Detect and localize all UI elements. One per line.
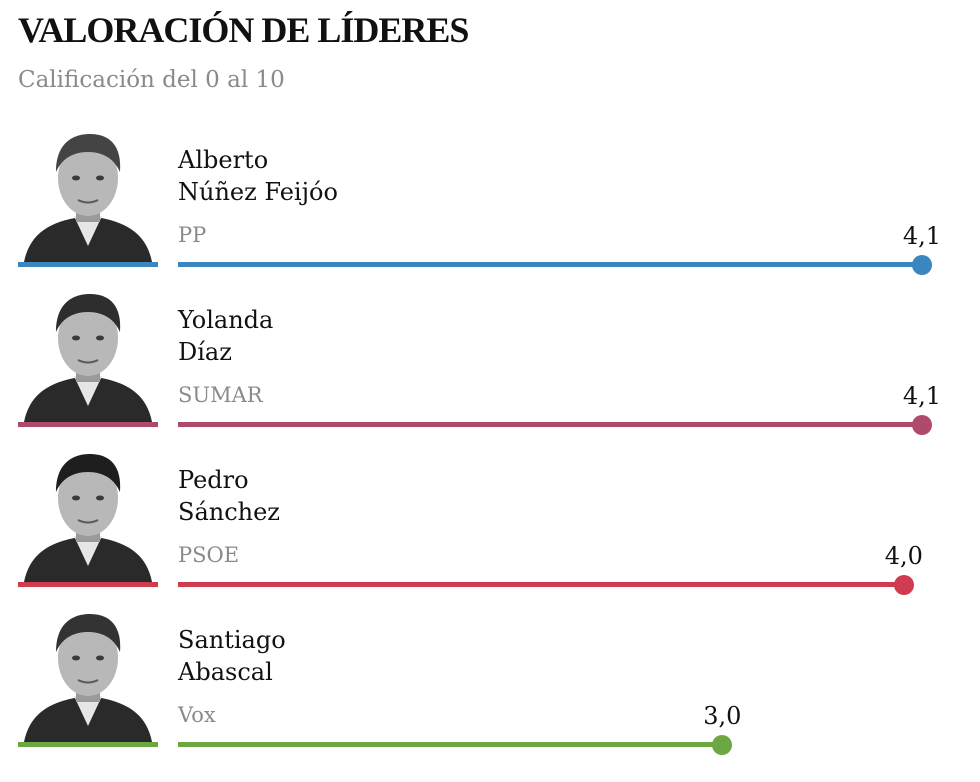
- leader-first-name: Alberto: [178, 146, 269, 174]
- photo-underline: [18, 582, 158, 587]
- party-label: Vox: [178, 703, 216, 727]
- score-bar: [178, 582, 904, 587]
- leader-last-name: Abascal: [178, 658, 273, 686]
- leader-row: Alberto Núñez Feijóo PP 4,1: [0, 124, 980, 284]
- photo-underline: [18, 742, 158, 747]
- leader-name: Santiago Abascal: [178, 624, 286, 688]
- leader-first-name: Santiago: [178, 626, 286, 654]
- score-bar: [178, 742, 723, 747]
- leader-row: Pedro Sánchez PSOE 4,0: [0, 444, 980, 604]
- leader-last-name: Núñez Feijóo: [178, 178, 338, 206]
- leader-name: Pedro Sánchez: [178, 464, 280, 528]
- score-bar: [178, 262, 922, 267]
- score-dot: [893, 575, 914, 595]
- score-dot: [912, 255, 932, 275]
- leader-photo: [18, 124, 158, 262]
- score-value: 4,1: [902, 382, 942, 410]
- leader-name: Yolanda Díaz: [178, 304, 273, 368]
- party-label: SUMAR: [178, 383, 263, 407]
- leader-last-name: Díaz: [178, 338, 232, 366]
- leader-name: Alberto Núñez Feijóo: [178, 144, 338, 208]
- chart-title: VALORACIÓN DE LÍDERES: [18, 10, 469, 50]
- leader-photo: [18, 444, 158, 582]
- photo-underline: [18, 262, 158, 267]
- score-value: 3,0: [703, 702, 742, 730]
- score-value: 4,0: [884, 542, 923, 570]
- photo-underline: [18, 422, 158, 427]
- leader-first-name: Yolanda: [178, 306, 274, 334]
- chart-subtitle: Calificación del 0 al 10: [18, 67, 285, 93]
- party-label: PSOE: [178, 543, 240, 567]
- leader-row: Yolanda Díaz SUMAR 4,1: [0, 284, 980, 444]
- party-label: PP: [178, 223, 207, 247]
- score-dot: [912, 415, 932, 435]
- score-dot: [712, 735, 733, 755]
- leader-last-name: Sánchez: [178, 498, 280, 526]
- score-value: 4,1: [902, 222, 942, 250]
- leader-photo: [18, 604, 158, 742]
- leader-row: Santiago Abascal Vox 3,0: [0, 604, 980, 764]
- score-bar: [178, 422, 922, 427]
- leader-photo: [18, 284, 158, 422]
- leader-first-name: Pedro: [178, 466, 249, 494]
